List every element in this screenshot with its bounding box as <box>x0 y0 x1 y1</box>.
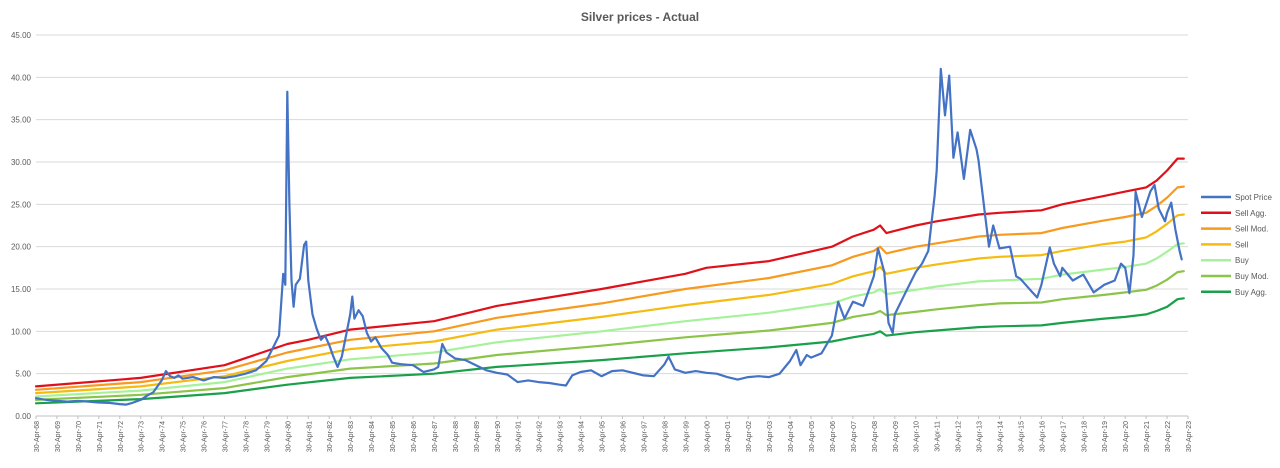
x-tick-label: 30-Apr-80 <box>285 421 292 452</box>
x-tick-label: 30-Apr-83 <box>348 421 355 452</box>
x-tick-label: 30-Apr-81 <box>306 421 313 452</box>
x-tick-label: 30-Apr-00 <box>704 421 711 452</box>
x-tick-label: 30-Apr-12 <box>956 421 963 452</box>
x-tick-label: 30-Apr-85 <box>390 421 397 452</box>
x-tick-label: 30-Apr-88 <box>453 421 460 452</box>
x-tick-label: 30-Apr-69 <box>55 421 62 452</box>
y-tick-label: 30.00 <box>11 158 32 167</box>
legend-label: Sell <box>1235 240 1249 249</box>
series-lines <box>34 67 1185 406</box>
x-tick-label: 30-Apr-02 <box>746 421 753 452</box>
x-tick-label: 30-Apr-10 <box>914 421 921 452</box>
legend-label: Buy Mod. <box>1235 272 1269 281</box>
x-tick-label: 30-Apr-91 <box>516 421 523 452</box>
series-line-buy-mod <box>34 270 1185 401</box>
legend-label: Sell Agg. <box>1235 209 1267 218</box>
x-tick-label: 30-Apr-82 <box>327 421 334 452</box>
x-tick-label: 30-Apr-78 <box>243 421 250 452</box>
x-tick-label: 30-Apr-84 <box>369 421 376 452</box>
x-tick-label: 30-Apr-03 <box>767 421 774 452</box>
x-tick-label: 30-Apr-17 <box>1060 421 1067 452</box>
x-tick-label: 30-Apr-75 <box>181 421 188 452</box>
series-line-buy <box>34 242 1185 398</box>
x-tick-label: 30-Apr-77 <box>223 421 230 452</box>
y-tick-label: 40.00 <box>11 73 32 82</box>
y-tick-label: 15.00 <box>11 285 32 294</box>
x-tick-label: 30-Apr-05 <box>809 421 816 452</box>
x-tick-label: 30-Apr-92 <box>537 421 544 452</box>
y-tick-label: 20.00 <box>11 243 32 252</box>
x-tick-label: 30-Apr-97 <box>641 421 648 452</box>
x-tick-label: 30-Apr-22 <box>1165 421 1172 452</box>
x-tick-label: 30-Apr-98 <box>662 421 669 452</box>
chart-title: Silver prices - Actual <box>581 10 699 24</box>
x-tick-label: 30-Apr-95 <box>600 421 607 452</box>
x-tick-label: 30-Apr-13 <box>977 421 984 452</box>
x-tick-label: 30-Apr-04 <box>788 421 795 452</box>
x-tick-label: 30-Apr-14 <box>997 421 1004 452</box>
x-tick-label: 30-Apr-70 <box>76 421 83 452</box>
x-tick-label: 30-Apr-06 <box>830 421 837 452</box>
x-tick-label: 30-Apr-19 <box>1102 421 1109 452</box>
x-tick-label: 30-Apr-16 <box>1039 421 1046 452</box>
x-axis: 30-Apr-68 30-Apr-69 30-Apr-70 30-Apr-71 30-A… <box>34 416 1193 452</box>
x-tick-label: 30-Apr-79 <box>264 421 271 452</box>
legend-label: Buy Agg. <box>1235 288 1267 297</box>
series-line-buy-agg <box>34 297 1185 405</box>
x-tick-label: 30-Apr-76 <box>202 421 209 452</box>
series-line-sell-agg <box>34 157 1185 388</box>
y-tick-label: 45.00 <box>11 31 32 40</box>
series-line-spot-price <box>34 67 1183 406</box>
y-tick-label: 10.00 <box>11 327 32 336</box>
y-tick-label: 5.00 <box>15 370 31 379</box>
x-tick-label: 30-Apr-01 <box>725 421 732 452</box>
y-tick-label: 25.00 <box>11 200 32 209</box>
x-tick-label: 30-Apr-74 <box>160 421 167 452</box>
x-tick-label: 30-Apr-68 <box>34 421 41 452</box>
x-tick-label: 30-Apr-90 <box>495 421 502 452</box>
y-tick-label: 0.00 <box>15 412 31 421</box>
x-tick-label: 30-Apr-71 <box>97 421 104 452</box>
x-tick-label: 30-Apr-99 <box>683 421 690 452</box>
legend-label: Sell Mod. <box>1235 225 1268 234</box>
x-tick-label: 30-Apr-11 <box>935 421 942 452</box>
x-tick-label: 30-Apr-21 <box>1144 421 1151 452</box>
x-tick-label: 30-Apr-07 <box>851 421 858 452</box>
x-tick-label: 30-Apr-72 <box>118 421 125 452</box>
x-tick-label: 30-Apr-20 <box>1123 421 1130 452</box>
legend-label: Buy <box>1235 256 1249 265</box>
x-tick-label: 30-Apr-96 <box>620 421 627 452</box>
x-tick-label: 30-Apr-93 <box>558 421 565 452</box>
x-tick-label: 30-Apr-87 <box>432 421 439 452</box>
x-tick-label: 30-Apr-09 <box>893 421 900 452</box>
x-tick-label: 30-Apr-23 <box>1186 421 1193 452</box>
x-tick-label: 30-Apr-73 <box>139 421 146 452</box>
x-tick-label: 30-Apr-18 <box>1081 421 1088 452</box>
x-tick-label: 30-Apr-89 <box>474 421 481 452</box>
x-tick-label: 30-Apr-08 <box>872 421 879 452</box>
x-tick-label: 30-Apr-86 <box>411 421 418 452</box>
y-axis: 0.00 5.00 10.00 15.00 20.00 25.00 30.00 35.00 40… <box>11 31 32 421</box>
y-tick-label: 35.00 <box>11 116 32 125</box>
x-tick-label: 30-Apr-94 <box>579 421 586 452</box>
x-tick-label: 30-Apr-15 <box>1018 421 1025 452</box>
legend: Spot Price Sell Agg. Sell Mod. Sell Buy Buy M… <box>1201 193 1272 297</box>
gridlines <box>36 34 1188 417</box>
legend-label: Spot Price <box>1235 193 1272 202</box>
